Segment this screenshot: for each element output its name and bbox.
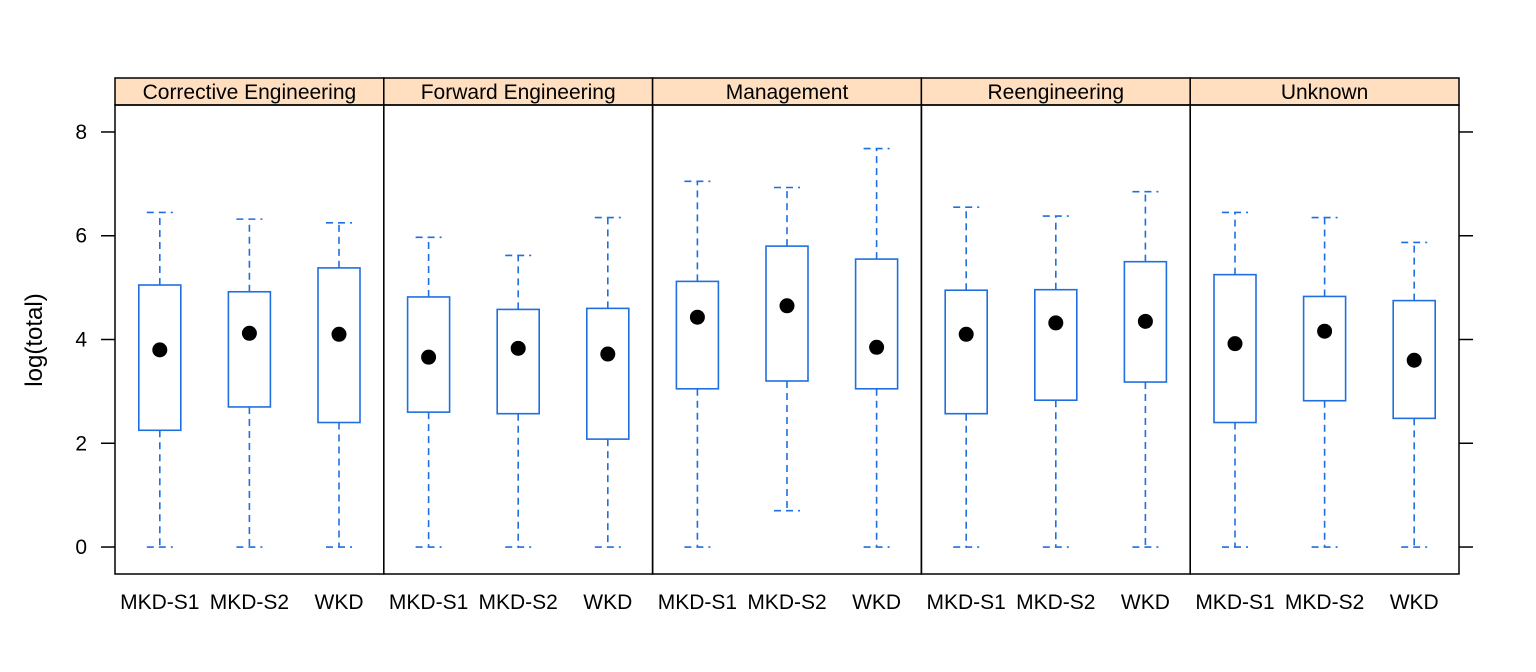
median-dot	[958, 326, 974, 342]
box	[138, 284, 182, 432]
y-tick-label: 8	[75, 121, 87, 144]
median-dot	[600, 346, 616, 362]
median-dot	[241, 325, 257, 341]
median-dot	[779, 298, 795, 314]
x-tick-label: MKD-S1	[927, 591, 1006, 614]
panel-strip	[920, 77, 1191, 106]
median-dot	[869, 339, 885, 355]
box	[496, 308, 541, 415]
box	[1302, 295, 1347, 402]
box	[1034, 288, 1078, 402]
median-dot	[510, 340, 526, 356]
box	[317, 267, 361, 424]
y-tick-label: 4	[75, 329, 87, 352]
x-tick-label: WKD	[852, 591, 901, 614]
panel-strip-label: Reengineering	[987, 81, 1124, 104]
box	[765, 245, 809, 382]
median-dot	[152, 342, 168, 358]
median-dot	[1137, 313, 1153, 329]
panel-strip	[383, 77, 654, 106]
box	[944, 289, 989, 415]
box	[675, 280, 720, 390]
x-tick-label: MKD-S2	[1016, 591, 1095, 614]
box	[585, 307, 630, 440]
x-tick-label: MKD-S2	[210, 591, 289, 614]
panel-strip	[651, 77, 923, 106]
median-dot	[689, 309, 705, 325]
x-tick-label: WKD	[583, 591, 632, 614]
median-dot	[421, 349, 437, 365]
panel-strip-label: Corrective Engineering	[143, 81, 357, 104]
median-dot	[1048, 315, 1064, 331]
panel-strip-label: Management	[726, 81, 849, 104]
panel-strip	[1189, 77, 1460, 106]
median-dot	[331, 326, 347, 342]
x-tick-label: WKD	[1121, 591, 1170, 614]
x-tick-label: MKD-S1	[120, 591, 199, 614]
x-tick-label: MKD-S1	[658, 591, 737, 614]
x-tick-label: MKD-S2	[747, 591, 826, 614]
box	[854, 258, 899, 390]
box	[227, 290, 272, 408]
box	[1123, 260, 1168, 383]
x-tick-label: MKD-S2	[1285, 591, 1364, 614]
median-dot	[1227, 336, 1243, 352]
y-tick-label: 6	[75, 225, 87, 248]
x-tick-label: WKD	[1390, 591, 1439, 614]
box	[406, 296, 451, 413]
panel-strip	[114, 77, 385, 106]
y-axis-title: log(total)	[21, 293, 48, 386]
median-dot	[1406, 352, 1422, 368]
panel-strip-label: Forward Engineering	[421, 81, 616, 104]
plot-area: Corrective Engineering MKD-S1 MKD-S2 WKD For…	[75, 77, 1473, 614]
x-tick-label: MKD-S1	[1195, 591, 1274, 614]
box	[1392, 299, 1436, 420]
median-dot	[1317, 323, 1333, 339]
x-tick-label: MKD-S1	[389, 591, 468, 614]
y-tick-label: 0	[75, 536, 87, 559]
x-tick-label: MKD-S2	[479, 591, 558, 614]
box	[1213, 273, 1257, 424]
panel-strip-label: Unknown	[1281, 81, 1369, 104]
y-tick-label: 2	[75, 432, 87, 455]
x-tick-label: WKD	[315, 591, 364, 614]
